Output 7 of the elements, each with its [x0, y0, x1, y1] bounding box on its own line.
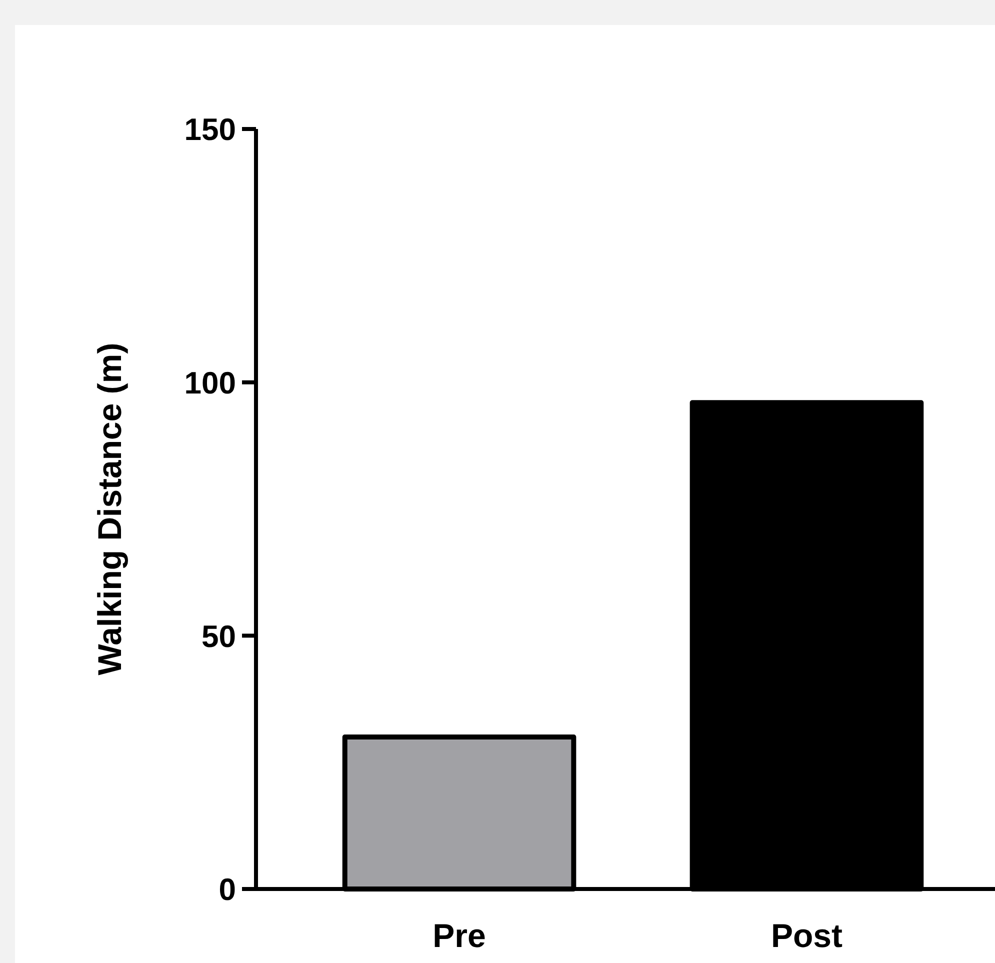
- x-tick-label: Post: [770, 917, 842, 954]
- y-tick-label: 100: [184, 365, 236, 400]
- x-tick-label: Pre: [432, 917, 486, 954]
- y-axis-title: Walking Distance (m): [91, 342, 128, 676]
- y-tick-label: 50: [202, 618, 236, 654]
- y-tick-label: 0: [218, 872, 236, 908]
- y-tick-label: 150: [184, 112, 236, 148]
